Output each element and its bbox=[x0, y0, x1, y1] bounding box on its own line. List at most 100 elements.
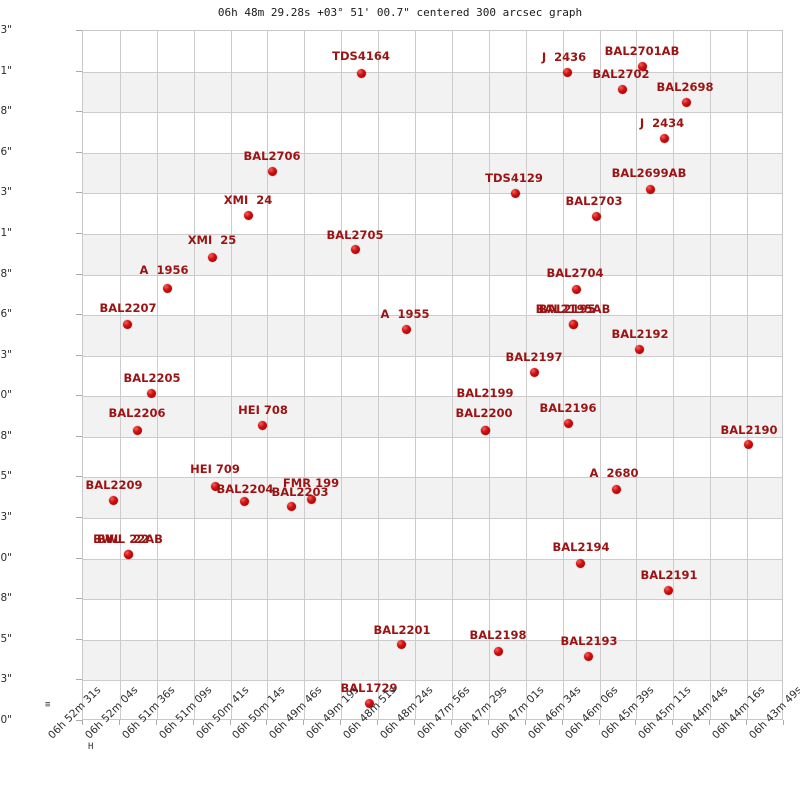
star-marker[interactable] bbox=[122, 319, 132, 329]
horizontal-gridline bbox=[83, 437, 782, 438]
star-marker[interactable] bbox=[207, 252, 217, 262]
star-label: BAL2205 bbox=[123, 371, 181, 385]
star-marker[interactable] bbox=[637, 61, 647, 71]
y-axis-tick-mark bbox=[76, 476, 82, 478]
star-marker[interactable] bbox=[645, 184, 655, 194]
star-marker[interactable] bbox=[634, 344, 644, 354]
axis-artifact-glyph-bottom: H bbox=[88, 742, 94, 752]
y-axis-tick-label: +4° 07' 31" bbox=[0, 226, 12, 239]
row-band bbox=[83, 396, 782, 437]
star-marker[interactable] bbox=[659, 133, 669, 143]
star-marker[interactable] bbox=[162, 283, 172, 293]
y-axis-tick-mark bbox=[76, 517, 82, 519]
y-axis-tick-label: +4° 21' 16" bbox=[0, 145, 12, 158]
star-marker[interactable] bbox=[562, 67, 572, 77]
horizontal-gridline bbox=[83, 356, 782, 357]
star-marker[interactable] bbox=[396, 639, 406, 649]
star-marker[interactable] bbox=[306, 494, 316, 504]
horizontal-gridline bbox=[83, 112, 782, 113]
vertical-gridline bbox=[600, 31, 601, 719]
vertical-gridline bbox=[526, 31, 527, 719]
y-axis-tick-label: +3° 05' 38" bbox=[0, 592, 12, 605]
star-marker[interactable] bbox=[583, 651, 593, 661]
star-marker[interactable] bbox=[563, 418, 573, 428]
y-axis-tick-mark bbox=[76, 598, 82, 600]
star-marker[interactable] bbox=[681, 97, 691, 107]
star-label: J 2436 bbox=[541, 50, 587, 64]
vertical-gridline bbox=[194, 31, 195, 719]
star-label: BAL2703 bbox=[565, 194, 623, 208]
x-axis-tick-mark bbox=[783, 720, 784, 725]
star-marker[interactable] bbox=[493, 646, 503, 656]
star-marker[interactable] bbox=[571, 284, 581, 294]
y-axis-tick-label: +2° 51' 53" bbox=[0, 673, 12, 686]
star-marker[interactable] bbox=[239, 496, 249, 506]
x-axis-tick-mark bbox=[488, 720, 489, 725]
vertical-gridline bbox=[452, 31, 453, 719]
star-marker[interactable] bbox=[617, 84, 627, 94]
horizontal-gridline bbox=[83, 275, 782, 276]
star-marker[interactable] bbox=[356, 68, 366, 78]
star-marker[interactable] bbox=[743, 439, 753, 449]
y-axis-tick-mark bbox=[76, 232, 82, 234]
y-axis-tick-mark bbox=[76, 151, 82, 153]
vertical-gridline bbox=[267, 31, 268, 719]
star-marker[interactable] bbox=[401, 324, 411, 334]
y-axis-tick-mark bbox=[76, 70, 82, 72]
star-marker[interactable] bbox=[575, 558, 585, 568]
y-axis-tick-mark bbox=[76, 111, 82, 113]
star-marker[interactable] bbox=[243, 210, 253, 220]
star-marker[interactable] bbox=[257, 420, 267, 430]
horizontal-gridline bbox=[83, 193, 782, 194]
star-marker[interactable] bbox=[591, 211, 601, 221]
star-marker[interactable] bbox=[611, 484, 621, 494]
y-axis-tick-label: +3° 19' 23" bbox=[0, 511, 12, 524]
x-axis-tick-mark bbox=[562, 720, 563, 725]
star-marker[interactable] bbox=[364, 698, 374, 708]
y-axis-tick-label: +4° 28' 08" bbox=[0, 105, 12, 118]
vertical-gridline bbox=[231, 31, 232, 719]
star-marker[interactable] bbox=[286, 501, 296, 511]
x-axis-tick-mark bbox=[672, 720, 673, 725]
star-marker[interactable] bbox=[568, 319, 578, 329]
star-label: BWL 22AB bbox=[93, 532, 163, 546]
star-label: HEI 709 bbox=[190, 462, 240, 476]
star-marker[interactable] bbox=[350, 244, 360, 254]
x-axis-tick-mark bbox=[156, 720, 157, 725]
vertical-gridline bbox=[673, 31, 674, 719]
star-marker[interactable] bbox=[210, 481, 220, 491]
horizontal-gridline bbox=[83, 599, 782, 600]
x-axis-tick-mark bbox=[82, 720, 83, 725]
star-marker[interactable] bbox=[146, 388, 156, 398]
vertical-gridline bbox=[636, 31, 637, 719]
star-label: J 2434 bbox=[639, 116, 685, 130]
star-marker[interactable] bbox=[663, 585, 673, 595]
y-axis-tick-mark bbox=[76, 679, 82, 681]
star-marker[interactable] bbox=[267, 166, 277, 176]
x-axis-tick-mark bbox=[193, 720, 194, 725]
star-marker[interactable] bbox=[510, 188, 520, 198]
vertical-gridline bbox=[415, 31, 416, 719]
x-axis-tick-mark bbox=[709, 720, 710, 725]
star-marker[interactable] bbox=[480, 425, 490, 435]
y-axis-tick-label: +3° 53' 46" bbox=[0, 308, 12, 321]
star-marker[interactable] bbox=[123, 549, 133, 559]
star-marker[interactable] bbox=[529, 367, 539, 377]
y-axis-tick-mark bbox=[76, 354, 82, 356]
vertical-gridline bbox=[157, 31, 158, 719]
plot-area: TDS4164 J 2436 BAL2701AB BAL2702 BAL2698 J 24… bbox=[82, 30, 783, 720]
row-band bbox=[83, 153, 782, 194]
star-label: BAL2195 bbox=[538, 302, 596, 316]
y-axis-tick-label: +4° 41' 53" bbox=[0, 24, 12, 36]
horizontal-gridline bbox=[83, 680, 782, 681]
axis-artifact-glyph-left: ≡ bbox=[45, 700, 51, 710]
star-marker[interactable] bbox=[108, 495, 118, 505]
horizontal-gridline bbox=[83, 234, 782, 235]
star-marker[interactable] bbox=[132, 425, 142, 435]
y-axis-tick-label: +2° 45' 00" bbox=[0, 714, 12, 726]
x-axis-tick-mark bbox=[414, 720, 415, 725]
y-axis-tick-mark bbox=[76, 638, 82, 640]
y-axis-tick-label: +3° 40' 00" bbox=[0, 389, 12, 402]
y-axis-tick-label: +3° 12' 30" bbox=[0, 551, 12, 564]
y-axis-tick-mark bbox=[76, 557, 82, 559]
